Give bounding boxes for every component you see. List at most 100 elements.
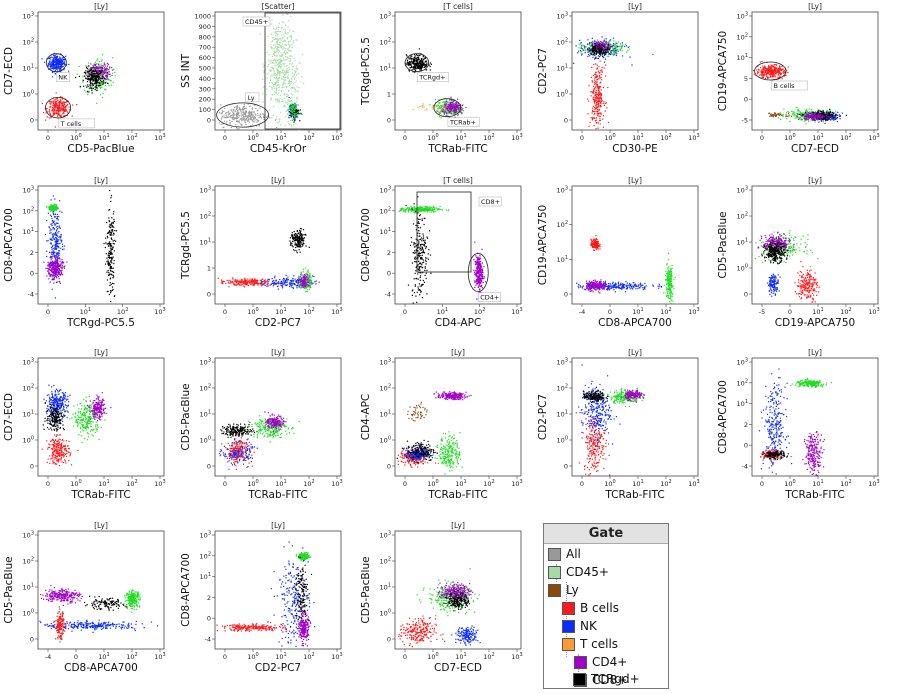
data-point — [412, 71, 414, 73]
data-point — [428, 64, 430, 66]
y-axis-label: CD19-APCA750 — [717, 31, 729, 111]
data-point — [284, 65, 286, 67]
data-point — [108, 71, 110, 73]
data-point — [280, 55, 282, 57]
data-point — [284, 124, 286, 127]
data-point — [579, 39, 581, 41]
data-point — [63, 115, 65, 117]
data-point — [596, 107, 598, 109]
data-point — [601, 99, 603, 102]
data-point — [293, 70, 296, 72]
data-point — [583, 49, 585, 51]
data-point — [450, 105, 452, 107]
data-point — [247, 103, 249, 105]
data-point — [297, 112, 299, 114]
data-point — [99, 70, 101, 72]
data-point — [443, 102, 445, 104]
data-point — [281, 38, 283, 40]
gate-cd45-[interactable]: CD45+ — [242, 12, 341, 130]
data-point — [835, 117, 837, 119]
data-point — [448, 110, 450, 112]
data-point — [286, 65, 288, 67]
data-point — [768, 66, 770, 68]
data-point — [606, 43, 608, 45]
data-point — [595, 122, 597, 124]
data-point — [55, 67, 57, 69]
data-point — [232, 116, 234, 118]
data-point — [596, 97, 598, 99]
gate-t-cells[interactable]: T cells — [45, 96, 96, 129]
data-point — [64, 106, 66, 109]
data-point — [413, 58, 415, 60]
data-point — [225, 114, 227, 116]
data-point — [593, 96, 595, 98]
data-point — [88, 76, 90, 78]
data-point — [53, 104, 55, 106]
data-point — [53, 63, 55, 65]
data-point — [94, 64, 96, 66]
data-point — [610, 51, 612, 53]
data-point — [57, 108, 59, 110]
data-point — [424, 57, 427, 59]
data-point — [88, 75, 90, 77]
data-point — [280, 46, 283, 48]
data-point — [294, 87, 296, 89]
data-point — [48, 117, 50, 119]
gate-tcrab-[interactable]: TCRab+ — [433, 98, 480, 127]
data-point — [281, 100, 283, 103]
data-point — [594, 100, 596, 102]
data-point — [625, 45, 628, 47]
data-point — [278, 71, 280, 73]
data-point — [244, 121, 246, 123]
data-point — [95, 85, 97, 87]
data-point — [103, 67, 105, 69]
data-point — [777, 117, 779, 119]
data-point — [613, 50, 616, 52]
plot-title: [Ly] — [808, 2, 822, 11]
data-point — [830, 111, 832, 113]
data-point — [242, 110, 244, 112]
data-point — [54, 70, 56, 72]
data-point — [107, 69, 109, 71]
data-point — [56, 106, 58, 108]
data-point — [60, 65, 63, 67]
data-point — [98, 74, 100, 77]
data-point — [276, 101, 278, 103]
data-point — [294, 114, 296, 116]
data-point — [594, 111, 596, 113]
data-point — [278, 27, 280, 29]
data-point — [96, 75, 99, 77]
data-point — [778, 68, 780, 70]
data-point — [449, 99, 451, 101]
data-point — [424, 56, 426, 58]
gate-tcrgd-[interactable]: TCRgd+ — [404, 53, 450, 82]
data-point — [779, 112, 781, 114]
data-point — [776, 70, 778, 72]
data-point — [51, 61, 53, 63]
data-point — [409, 58, 411, 60]
data-point — [295, 112, 297, 114]
data-point — [278, 89, 280, 91]
data-point — [91, 88, 93, 90]
data-point — [52, 59, 54, 61]
data-point — [586, 49, 588, 51]
data-point — [286, 37, 289, 39]
data-point — [295, 110, 297, 112]
data-point — [255, 114, 257, 116]
gate-ly[interactable]: Ly — [216, 92, 269, 128]
data-point — [96, 75, 98, 77]
data-point — [837, 111, 839, 113]
x-tick-label: 102 — [126, 133, 137, 142]
data-point — [52, 110, 54, 112]
data-point — [291, 69, 293, 71]
data-point — [295, 39, 297, 41]
data-point — [598, 74, 601, 77]
data-point — [107, 79, 109, 81]
data-point — [275, 99, 277, 101]
data-point — [63, 109, 65, 111]
gate-nk[interactable]: NK — [45, 53, 70, 82]
data-point — [417, 67, 419, 70]
data-point — [221, 110, 223, 112]
data-point — [55, 62, 58, 64]
